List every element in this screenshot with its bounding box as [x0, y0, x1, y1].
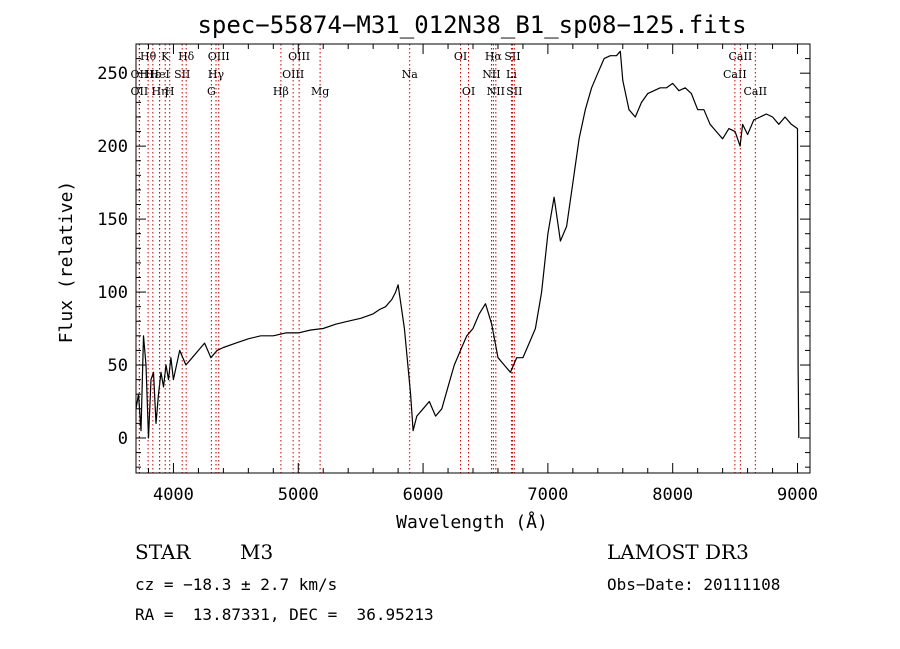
line-marker-label: OI	[454, 50, 467, 63]
line-marker-label: Hη	[151, 85, 167, 98]
object-class: STAR	[135, 540, 191, 564]
line-marker-label: OII	[131, 85, 149, 98]
line-marker-label: CaII	[743, 85, 767, 98]
line-marker-label: NII	[482, 68, 500, 81]
redshift-cz: cz = −18.3 ± 2.7 km/s	[135, 575, 338, 594]
line-marker-label: Hε	[145, 68, 161, 81]
y-tick-label: 100	[97, 283, 128, 303]
line-markers	[138, 44, 756, 473]
chart-title: spec−55874−M31_012N38_B1_sp08−125.fits	[197, 11, 746, 39]
line-marker-label: OIII	[208, 50, 230, 63]
x-tick-label: 9000	[777, 485, 818, 505]
y-tick-label: 200	[97, 137, 128, 157]
y-axis-ticks: 0 50 100 150 200 250	[97, 58, 810, 468]
y-tick-label: 50	[108, 356, 128, 376]
line-marker-label: HeI	[149, 68, 169, 81]
line-marker-label: OIII	[288, 50, 310, 63]
line-marker-label: Mg	[311, 85, 329, 98]
line-marker-label: H	[165, 85, 175, 98]
line-marker-label: Na	[402, 68, 419, 81]
line-marker-label: Hβ	[273, 85, 289, 98]
x-tick-label: 6000	[403, 485, 444, 505]
line-marker-label: NII	[487, 85, 505, 98]
line-marker-label: Li	[506, 68, 517, 81]
line-marker-label: OII	[131, 68, 149, 81]
x-tick-label: 7000	[527, 485, 568, 505]
observation-date: Obs−Date: 20111108	[607, 575, 781, 594]
x-tick-label: 5000	[278, 485, 319, 505]
spectrum-line	[135, 50, 800, 439]
survey-name: LAMOST DR3	[607, 540, 749, 564]
x-tick-label: 4000	[153, 485, 194, 505]
y-axis-label: Flux (relative)	[56, 181, 77, 344]
x-axis-ticks: 4000 5000 6000 7000 8000 9000	[147, 44, 818, 505]
plot-frame	[135, 43, 811, 474]
line-marker-label: OIII	[282, 68, 304, 81]
line-marker-label: CaII	[723, 68, 747, 81]
line-marker-label: G	[207, 85, 216, 98]
line-marker-label: SII	[174, 68, 190, 81]
line-marker-label: OI	[462, 85, 475, 98]
x-tick-label: 8000	[652, 485, 693, 505]
y-tick-label: 250	[97, 64, 128, 84]
object-subclass: M3	[240, 540, 274, 564]
y-tick-label: 150	[97, 210, 128, 230]
line-marker-label: Hγ	[208, 68, 225, 81]
line-marker-label: Hδ	[178, 50, 195, 63]
line-marker-label: SII	[506, 85, 522, 98]
line-marker-label: Hθ	[140, 50, 157, 63]
line-marker-label: CaII	[729, 50, 753, 63]
line-marker-label: SII	[504, 50, 520, 63]
y-tick-label: 0	[118, 429, 128, 449]
line-marker-label: Hα	[485, 50, 503, 63]
x-axis-label: Wavelength (Å)	[396, 511, 548, 533]
coordinates: RA = 13.87331, DEC = 36.95213	[135, 605, 434, 624]
line-marker-label: K	[161, 50, 170, 63]
